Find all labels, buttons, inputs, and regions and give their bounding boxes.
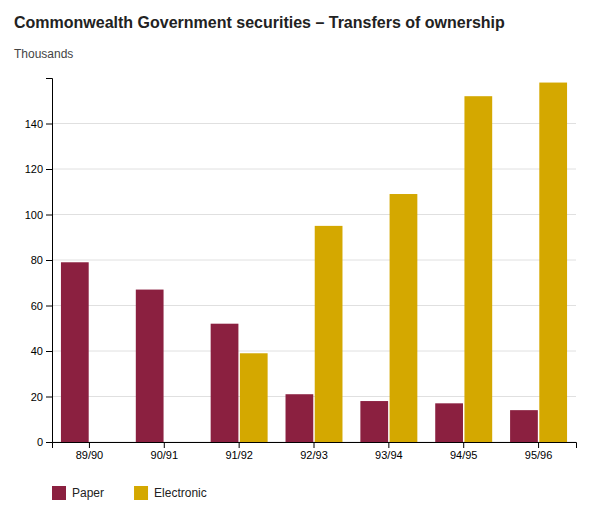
grid-line (52, 351, 576, 352)
tick-label: 90/91 (151, 449, 179, 461)
tick-mark (314, 442, 315, 448)
bar (360, 401, 388, 442)
bar (240, 353, 268, 442)
x-axis: 89/90 90/91 91/92 92/93 93/94 94/95 95/96 (53, 442, 577, 461)
tick-label: 40 (31, 345, 43, 357)
tick: 0 (37, 436, 52, 448)
grid-line (52, 123, 576, 124)
tick: 140 (25, 118, 52, 130)
tick: 94/95 (450, 442, 478, 461)
bar (435, 403, 463, 442)
bar (510, 410, 538, 442)
bar (165, 442, 193, 443)
bar (464, 96, 492, 442)
tick: 20 (31, 391, 52, 403)
y-label: Thousands (14, 47, 73, 61)
tick-label: 140 (25, 118, 43, 130)
tick-mark (46, 442, 52, 443)
tick-label: 100 (25, 209, 43, 221)
tick: 60 (31, 300, 52, 312)
legend-swatch (52, 486, 66, 500)
tick-label: 94/95 (450, 449, 478, 461)
tick: 95/96 (525, 442, 553, 461)
tick-label: 95/96 (525, 449, 553, 461)
tick-mark (46, 215, 52, 216)
bar (286, 394, 314, 442)
tick: 90/91 (151, 442, 179, 461)
grid-line (52, 214, 576, 215)
tick: 40 (31, 345, 52, 357)
legend-label: Electronic (154, 486, 207, 500)
tick-label: 89/90 (76, 449, 104, 461)
bar-series (240, 83, 567, 442)
legend: Paper Electronic (52, 486, 207, 500)
tick: 80 (31, 254, 52, 266)
bar (211, 324, 239, 442)
tick-mark (89, 442, 90, 448)
tick: 92/93 (300, 442, 328, 461)
legend-swatch (134, 486, 148, 500)
tick-mark (46, 260, 52, 261)
legend-label: Paper (72, 486, 104, 500)
tick: 100 (25, 209, 52, 221)
bar (90, 442, 118, 443)
tick-mark (164, 442, 165, 448)
legend-item: Electronic (134, 486, 207, 500)
tick: 91/92 (225, 442, 253, 461)
tick-mark (46, 169, 52, 170)
tick-label: 0 (37, 436, 43, 448)
tick: 89/90 (76, 442, 104, 461)
bar (315, 226, 343, 442)
grid-line (52, 305, 576, 306)
tick-mark (538, 442, 539, 448)
tick-mark (46, 306, 52, 307)
tick-mark (239, 442, 240, 448)
tick-mark (46, 124, 52, 125)
y-axis: 0 20 40 60 80 100 120 140 (25, 79, 53, 449)
tick-label: 20 (31, 391, 43, 403)
tick-label: 60 (31, 300, 43, 312)
legend-item: Paper (52, 486, 104, 500)
axis-line (46, 79, 53, 443)
tick-mark (388, 442, 389, 448)
title: Commonwealth Government securities – Tra… (14, 14, 505, 31)
chart: Commonwealth Government securities – Tra… (0, 0, 600, 528)
tick-label: 91/92 (225, 449, 253, 461)
tick-mark (46, 351, 52, 352)
bar (136, 290, 164, 442)
grid-line (52, 260, 576, 261)
tick-mark (46, 397, 52, 398)
bar (539, 83, 567, 442)
bars (61, 83, 567, 442)
bar (390, 194, 418, 442)
axis-line (53, 443, 577, 449)
tick-label: 120 (25, 163, 43, 175)
tick-label: 80 (31, 254, 43, 266)
tick-mark (463, 442, 464, 448)
tick-label: 93/94 (375, 449, 403, 461)
tick: 93/94 (375, 442, 403, 461)
grid-line (52, 396, 576, 397)
grid-line (52, 169, 576, 170)
tick-label: 92/93 (300, 449, 328, 461)
tick: 120 (25, 163, 52, 175)
bar (61, 262, 89, 442)
grid (52, 124, 576, 443)
plot: 0 20 40 60 80 100 120 140 89/90 90/91 91/92 92/93 93… (25, 79, 577, 461)
